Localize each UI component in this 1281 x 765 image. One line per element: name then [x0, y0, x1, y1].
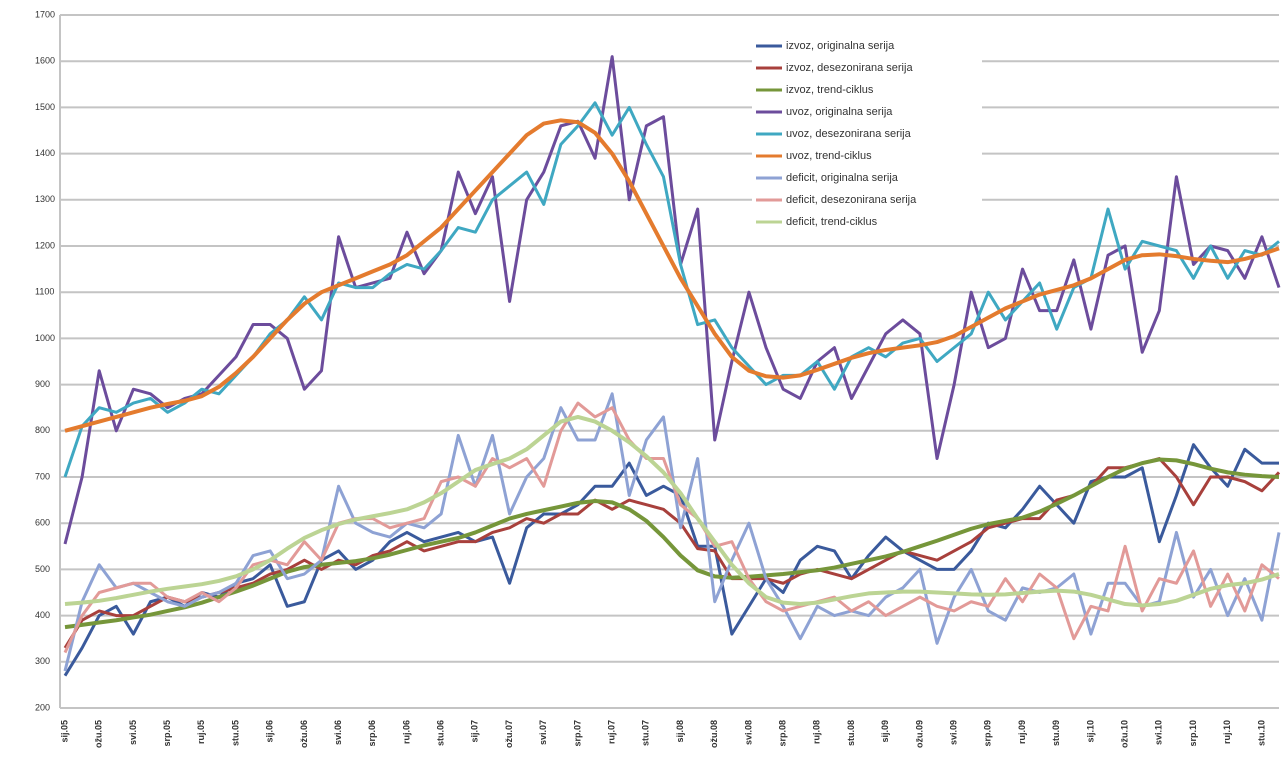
legend-label: uvoz, trend-ciklus — [786, 150, 872, 162]
y-tick-label: 800 — [35, 425, 50, 435]
x-tick-label: sij.07 — [470, 720, 480, 743]
x-tick-label: stu.05 — [230, 720, 240, 746]
x-tick-label: srp.06 — [367, 720, 377, 747]
x-tick-label: sij.08 — [675, 720, 685, 743]
x-tick-label: svi.07 — [538, 720, 548, 745]
x-tick-label: svi.10 — [1154, 720, 1164, 745]
y-tick-label: 700 — [35, 471, 50, 481]
series-line — [63, 101, 1280, 478]
x-tick-label: sij.09 — [880, 720, 890, 743]
y-tick-label: 300 — [35, 656, 50, 666]
x-tick-label: svi.09 — [949, 720, 959, 745]
series-line — [63, 55, 1281, 545]
x-tick-label: sij.10 — [1085, 720, 1095, 743]
x-tick-label: stu.08 — [846, 720, 856, 746]
y-tick-label: 600 — [35, 518, 50, 528]
x-tick-label: ruj.10 — [1222, 720, 1232, 744]
y-tick-label: 1600 — [35, 56, 55, 66]
series-line — [64, 457, 1280, 630]
legend-label: uvoz, desezonirana serija — [786, 128, 912, 140]
x-tick-label: sij.05 — [59, 720, 69, 743]
x-tick-label: ožu.10 — [1119, 720, 1129, 748]
legend-label: izvoz, trend-ciklus — [786, 84, 874, 96]
y-tick-label: 1400 — [35, 148, 55, 158]
legend-label: deficit, trend-ciklus — [786, 216, 878, 228]
x-tick-label: srp.08 — [778, 720, 788, 747]
x-tick-label: stu.07 — [641, 720, 651, 746]
legend-label: izvoz, originalna serija — [786, 40, 895, 52]
y-tick-label: 500 — [35, 564, 50, 574]
legend-box — [752, 36, 982, 232]
x-tick-label: ruj.08 — [812, 720, 822, 744]
x-tick-label: ožu.05 — [94, 720, 104, 748]
y-tick-label: 1700 — [35, 9, 55, 19]
series-line — [64, 118, 1280, 433]
series-line — [64, 414, 1280, 608]
x-tick-label: svi.06 — [333, 720, 343, 745]
y-tick-label: 1200 — [35, 240, 55, 250]
x-tick-label: ruj.06 — [401, 720, 411, 744]
x-tick-label: srp.09 — [983, 720, 993, 747]
legend-label: uvoz, originalna serija — [786, 106, 893, 118]
x-tick-label: srp.10 — [1188, 720, 1198, 747]
x-tick-label: sij.06 — [265, 720, 275, 743]
x-tick-label: stu.09 — [1051, 720, 1061, 746]
series-line — [63, 443, 1279, 677]
x-tick-label: stu.06 — [436, 720, 446, 746]
x-tick-label: stu.10 — [1256, 720, 1266, 746]
x-tick-label: ruj.07 — [607, 720, 617, 744]
y-tick-label: 1500 — [35, 102, 55, 112]
legend-label: izvoz, desezonirana serija — [786, 62, 913, 74]
y-tick-label: 1100 — [35, 287, 54, 297]
x-tick-label: ožu.06 — [299, 720, 309, 748]
legend-label: deficit, desezonirana serija — [786, 194, 917, 206]
x-tick-label: ruj.05 — [196, 720, 206, 744]
x-tick-label: ožu.07 — [504, 720, 514, 748]
x-tick-label: ruj.09 — [1017, 720, 1027, 744]
y-tick-label: 400 — [35, 610, 50, 620]
y-tick-label: 1300 — [35, 194, 55, 204]
y-tick-label: 900 — [35, 379, 50, 389]
x-tick-label: svi.08 — [743, 720, 753, 745]
x-tick-label: srp.07 — [572, 720, 582, 747]
x-tick-label: srp.05 — [162, 720, 172, 747]
y-tick-label: 1000 — [35, 333, 55, 343]
x-tick-label: svi.05 — [128, 720, 138, 745]
legend-label: deficit, originalna serija — [786, 172, 899, 184]
x-tick-label: ožu.08 — [709, 720, 719, 748]
series-line — [63, 392, 1281, 672]
legend: izvoz, originalna serija izvoz, desezonir… — [752, 36, 982, 232]
x-tick-label: ožu.09 — [914, 720, 924, 748]
y-tick-label: 200 — [35, 702, 50, 712]
